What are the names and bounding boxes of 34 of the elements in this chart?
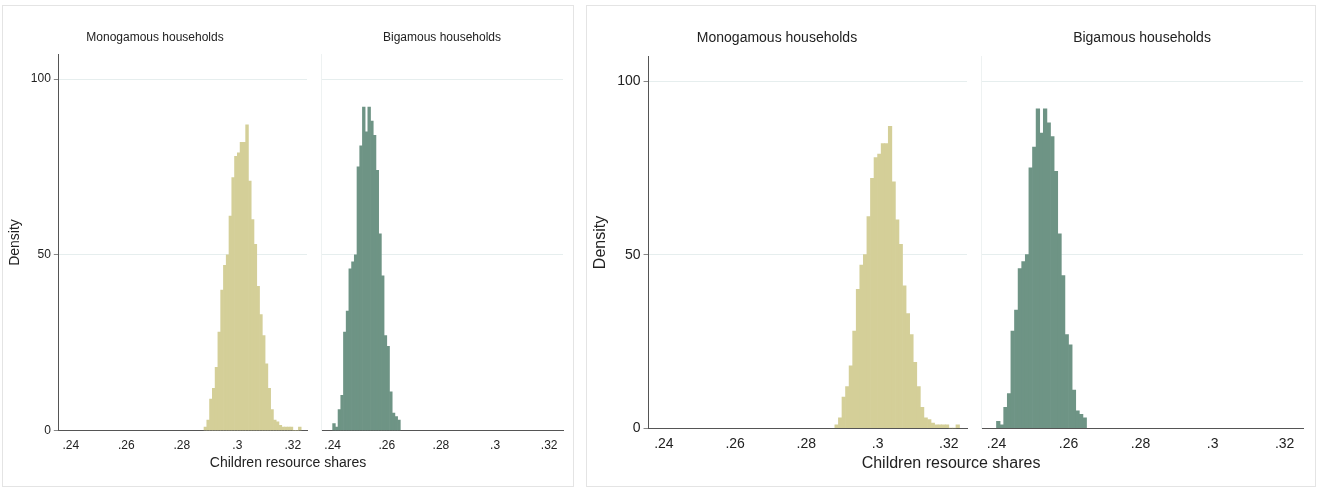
x-tick-label: .28 bbox=[1130, 435, 1151, 452]
x-tick-label: .32 bbox=[1274, 435, 1295, 452]
x-tick-label: .3 bbox=[871, 435, 884, 452]
x-tick-label: .32 bbox=[939, 435, 959, 452]
x-tick-label: .24 bbox=[62, 438, 80, 453]
chart-title: Monogamous households bbox=[696, 29, 858, 46]
y-axis-title: Density bbox=[6, 219, 23, 266]
x-tick-label: .3 bbox=[1206, 435, 1219, 452]
x-tick-label: .24 bbox=[986, 435, 1007, 452]
y-tick-label: 0 bbox=[632, 419, 641, 436]
x-tick-label: .32 bbox=[540, 438, 558, 453]
chart-title: Bigamous households bbox=[382, 29, 502, 44]
x-tick-label: .26 bbox=[378, 438, 396, 453]
y-tick-label: 50 bbox=[624, 245, 641, 262]
x-tick-label: .26 bbox=[117, 438, 135, 453]
x-tick-label: .26 bbox=[725, 435, 746, 452]
y-tick-label: 0 bbox=[44, 422, 52, 437]
y-tick-label: 100 bbox=[617, 71, 641, 88]
x-tick-label: .24 bbox=[324, 438, 342, 453]
y-axis-title: Density bbox=[591, 215, 609, 270]
x-tick-label: .24 bbox=[654, 435, 674, 452]
x-tick-label: .26 bbox=[1058, 435, 1079, 452]
x-tick-label: .3 bbox=[490, 438, 501, 453]
x-tick-label: .28 bbox=[796, 435, 817, 452]
x-tick-label: .28 bbox=[432, 438, 450, 453]
y-tick-label: 100 bbox=[30, 71, 52, 86]
y-tick-label: 50 bbox=[37, 247, 52, 262]
x-tick-label: .32 bbox=[284, 438, 302, 453]
chart-title: Monogamous households bbox=[86, 29, 224, 44]
chart-title: Bigamous households bbox=[1073, 29, 1211, 46]
x-tick-label: .28 bbox=[173, 438, 191, 453]
x-tick-label: .3 bbox=[232, 438, 243, 453]
x-axis-title: Children resource shares bbox=[860, 454, 1042, 472]
x-axis-title: Children resource shares bbox=[208, 454, 368, 470]
